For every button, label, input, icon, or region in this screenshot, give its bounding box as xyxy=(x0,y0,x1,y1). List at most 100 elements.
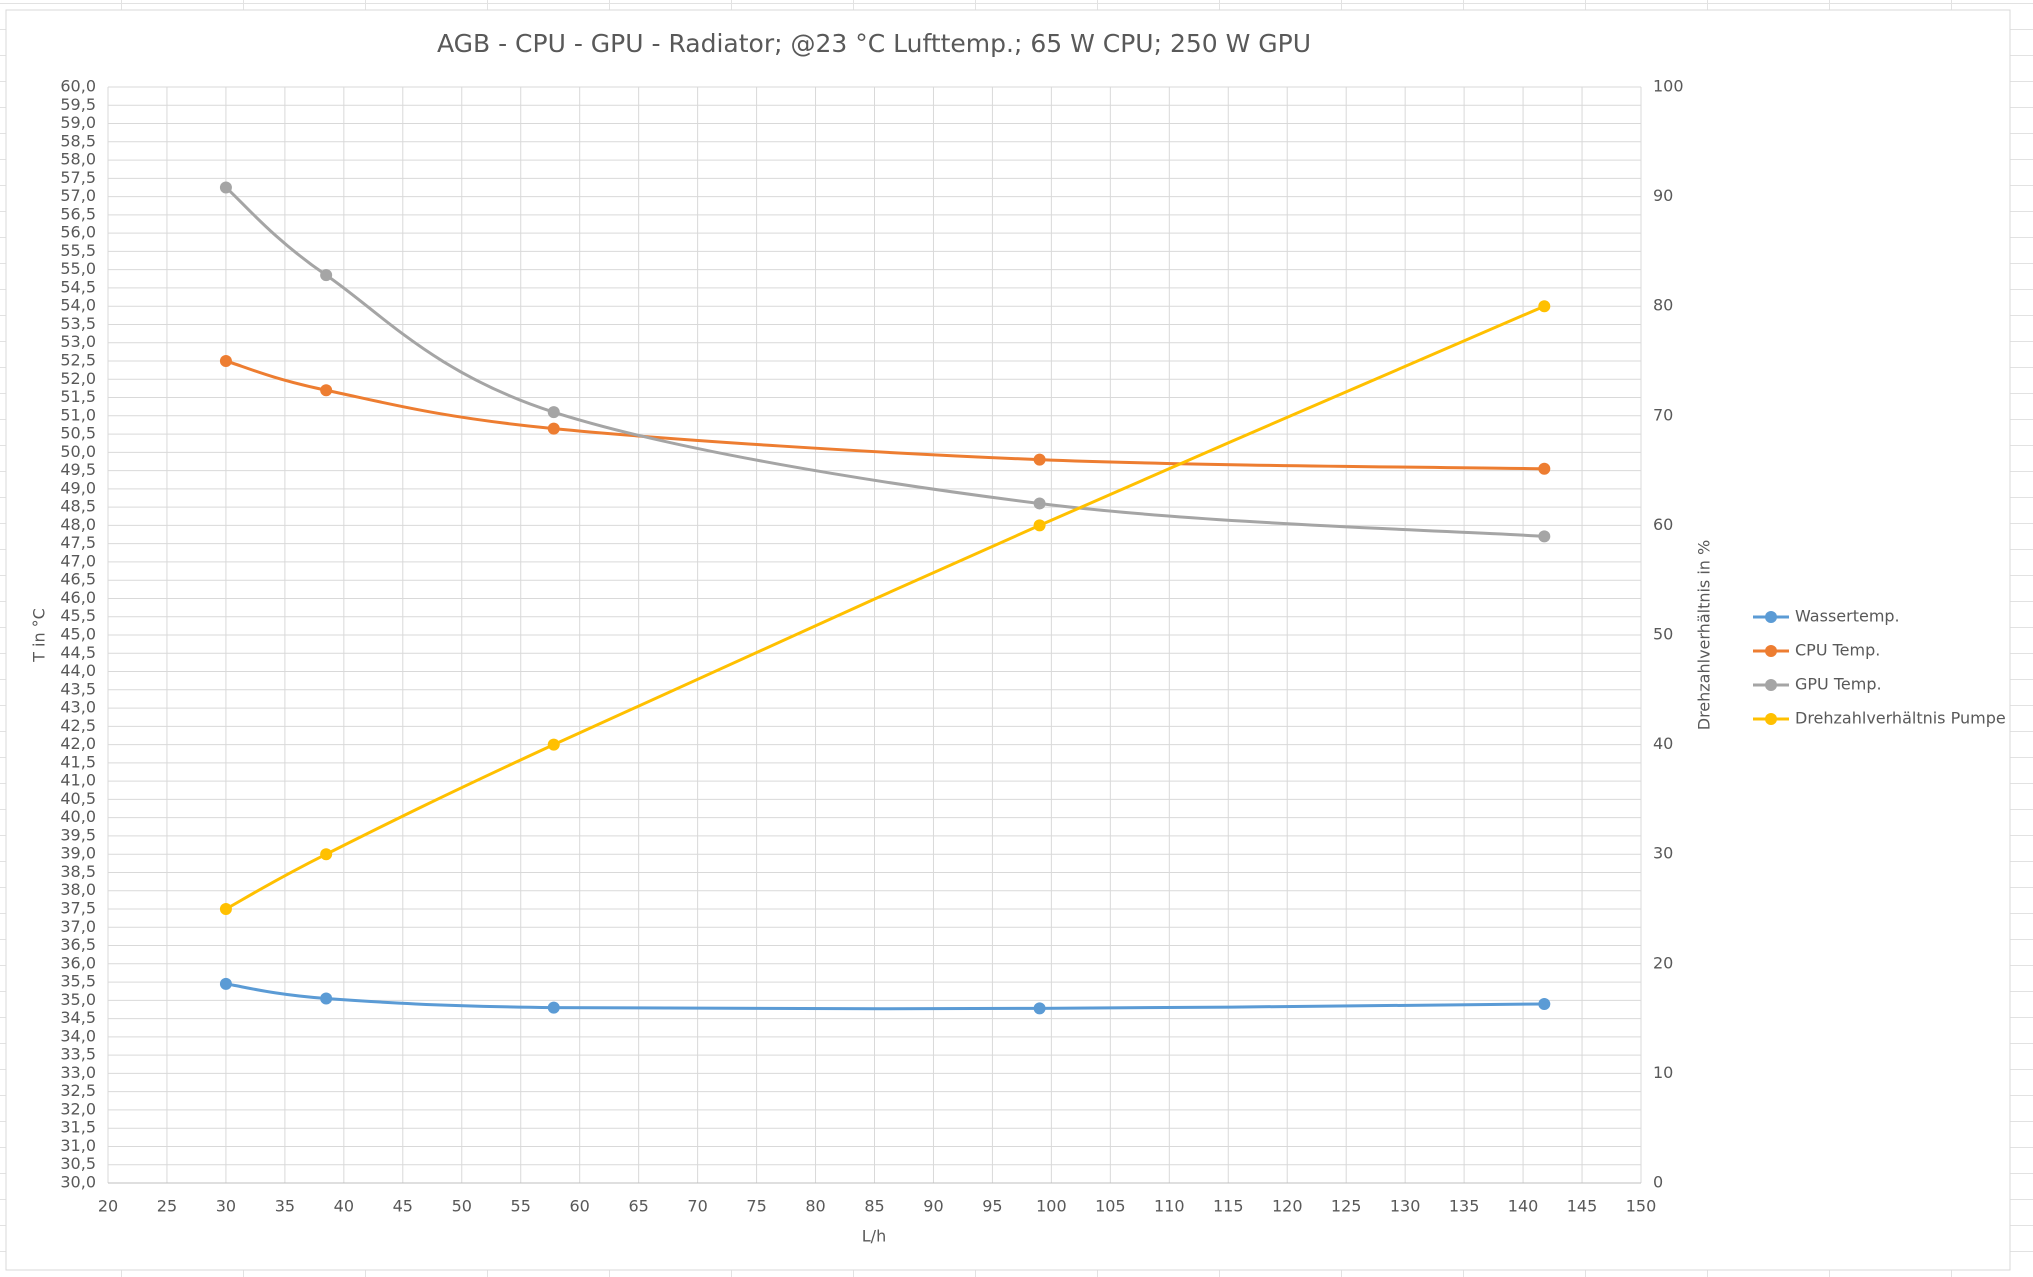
y-tick-label: 51,0 xyxy=(60,405,96,424)
y-tick-label: 51,5 xyxy=(60,387,96,406)
y-tick-label: 43,0 xyxy=(60,698,96,717)
y-tick-label: 40,5 xyxy=(60,789,96,808)
legend-marker xyxy=(1765,679,1777,691)
x-tick-label: 125 xyxy=(1331,1197,1362,1216)
y-tick-label: 33,5 xyxy=(60,1045,96,1064)
x-tick-label: 65 xyxy=(628,1197,648,1216)
y-tick-label: 45,5 xyxy=(60,606,96,625)
y-tick-label: 41,0 xyxy=(60,771,96,790)
y-tick-label: 45,0 xyxy=(60,625,96,644)
y-tick-label: 38,5 xyxy=(60,862,96,881)
y2-tick-label: 20 xyxy=(1653,953,1673,972)
x-tick-label: 105 xyxy=(1095,1197,1126,1216)
y-tick-label: 52,5 xyxy=(60,351,96,370)
y2-tick-label: 90 xyxy=(1653,186,1673,205)
data-point xyxy=(1538,530,1551,543)
legend-label: Wassertemp. xyxy=(1795,607,1900,626)
x-tick-label: 85 xyxy=(864,1197,884,1216)
data-point xyxy=(547,1001,560,1014)
legend-marker xyxy=(1765,645,1777,657)
legend-label: CPU Temp. xyxy=(1795,641,1880,660)
x-tick-label: 20 xyxy=(98,1197,118,1216)
data-point xyxy=(219,977,232,990)
y-tick-label: 52,0 xyxy=(60,369,96,388)
x-tick-label: 140 xyxy=(1508,1197,1539,1216)
y2-tick-label: 10 xyxy=(1653,1063,1673,1082)
x-tick-label: 150 xyxy=(1626,1197,1657,1216)
y2-tick-label: 80 xyxy=(1653,296,1673,315)
y2-tick-label: 30 xyxy=(1653,844,1673,863)
y-tick-label: 36,0 xyxy=(60,953,96,972)
y-tick-label: 55,0 xyxy=(60,259,96,278)
chart-area xyxy=(5,9,2011,1271)
x-tick-label: 45 xyxy=(393,1197,413,1216)
data-point xyxy=(219,355,232,367)
x-tick-label: 40 xyxy=(334,1197,354,1216)
y-tick-label: 57,0 xyxy=(60,186,96,205)
y-tick-label: 42,0 xyxy=(60,734,96,753)
y-tick-label: 58,0 xyxy=(60,150,96,169)
y-tick-label: 53,0 xyxy=(60,332,96,351)
y-tick-label: 44,0 xyxy=(60,661,96,680)
y-tick-label: 47,0 xyxy=(60,551,96,570)
y-tick-label: 48,5 xyxy=(60,497,96,516)
x-axis-label: L/h xyxy=(862,1227,886,1246)
data-point xyxy=(1033,1002,1046,1015)
x-tick-label: 35 xyxy=(275,1197,295,1216)
data-point xyxy=(1033,497,1046,510)
y-tick-label: 54,0 xyxy=(60,296,96,315)
y-tick-label: 56,0 xyxy=(60,223,96,242)
y-tick-label: 33,0 xyxy=(60,1063,96,1082)
y2-tick-label: 40 xyxy=(1653,734,1673,753)
data-point xyxy=(320,384,333,397)
legend-label: Drehzahlverhältnis Pumpe xyxy=(1795,709,2006,728)
y-tick-label: 40,0 xyxy=(60,807,96,826)
y-tick-label: 30,5 xyxy=(60,1154,96,1173)
y-tick-label: 34,5 xyxy=(60,1008,96,1027)
data-point xyxy=(1033,453,1046,466)
y-tick-label: 46,5 xyxy=(60,570,96,589)
y-tick-label: 50,5 xyxy=(60,424,96,443)
y2-axis-label: Drehzahlverhältnis in % xyxy=(1695,540,1714,730)
x-tick-label: 95 xyxy=(982,1197,1002,1216)
y-tick-label: 39,0 xyxy=(60,844,96,863)
y-tick-label: 32,0 xyxy=(60,1099,96,1118)
y-tick-label: 35,0 xyxy=(60,990,96,1009)
y-tick-label: 53,5 xyxy=(60,314,96,333)
y-tick-label: 39,5 xyxy=(60,825,96,844)
x-tick-label: 70 xyxy=(687,1197,707,1216)
y-tick-label: 48,0 xyxy=(60,515,96,534)
y-tick-label: 34,0 xyxy=(60,1026,96,1045)
x-tick-label: 30 xyxy=(216,1197,236,1216)
y-axis-label: T in °C xyxy=(30,608,49,663)
y-tick-label: 38,0 xyxy=(60,880,96,899)
y-tick-label: 50,0 xyxy=(60,442,96,461)
data-point xyxy=(547,406,560,419)
x-tick-label: 75 xyxy=(746,1197,766,1216)
y-tick-label: 58,5 xyxy=(60,131,96,150)
x-tick-label: 130 xyxy=(1390,1197,1421,1216)
y-tick-label: 60,0 xyxy=(60,77,96,96)
y-tick-label: 37,5 xyxy=(60,899,96,918)
y-tick-label: 54,5 xyxy=(60,277,96,296)
y-tick-label: 57,5 xyxy=(60,168,96,187)
y-tick-label: 47,5 xyxy=(60,533,96,552)
data-point xyxy=(219,903,232,915)
y2-tick-label: 60 xyxy=(1653,515,1673,534)
data-point xyxy=(547,422,560,435)
data-point xyxy=(320,269,333,282)
x-tick-label: 115 xyxy=(1213,1197,1244,1216)
y-tick-label: 55,5 xyxy=(60,241,96,260)
y2-tick-label: 70 xyxy=(1653,405,1673,424)
x-tick-label: 100 xyxy=(1036,1197,1067,1216)
y-tick-label: 35,5 xyxy=(60,972,96,991)
data-point xyxy=(1033,519,1046,532)
legend-label: GPU Temp. xyxy=(1795,675,1882,694)
data-point xyxy=(219,181,232,194)
x-tick-label: 90 xyxy=(923,1197,943,1216)
y-tick-label: 43,5 xyxy=(60,679,96,698)
y-tick-label: 49,0 xyxy=(60,478,96,497)
data-point xyxy=(1538,300,1551,313)
